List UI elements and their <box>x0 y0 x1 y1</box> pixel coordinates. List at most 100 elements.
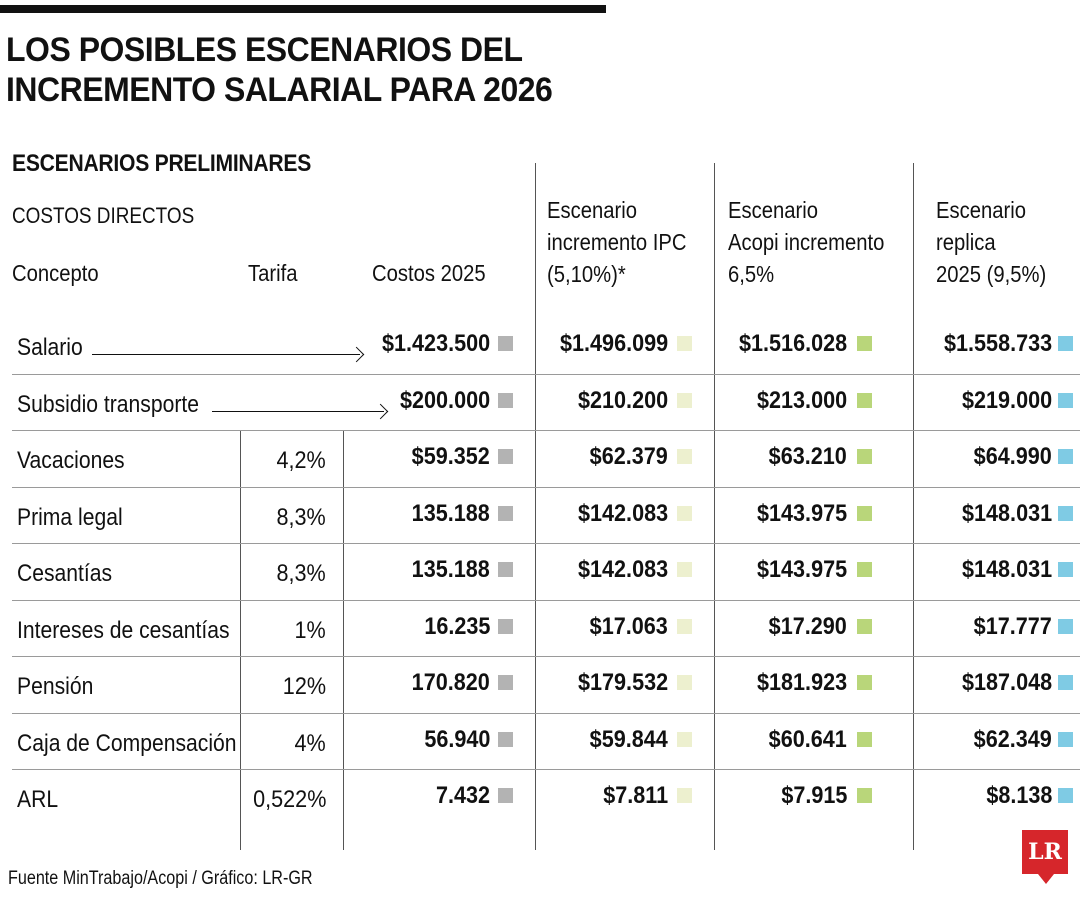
row-value-ipc: $17.063 <box>589 612 668 640</box>
row-concepto: Vacaciones <box>17 447 125 475</box>
row-concepto: Intereses de cesantías <box>17 616 230 644</box>
legend-square-costos <box>498 505 513 521</box>
legend-square-costos <box>498 618 513 634</box>
row-value-replica: $17.777 <box>973 612 1052 640</box>
column-divider <box>240 430 241 850</box>
header-acopi-line-2: Acopi incremento <box>728 229 885 255</box>
row-value-ipc: $62.379 <box>589 443 668 471</box>
legend-square-replica <box>1058 675 1073 691</box>
header-acopi: Escenario Acopi incremento 6,5% <box>728 194 884 290</box>
legend-square-acopi <box>857 562 872 578</box>
row-value-replica: $187.048 <box>961 669 1052 697</box>
legend-square-replica <box>1058 505 1073 521</box>
legend-square-replica <box>1058 336 1073 352</box>
pointer-arrowhead <box>372 403 389 420</box>
header-tarifa: Tarifa <box>248 260 298 286</box>
row-value-replica: $64.990 <box>973 443 1052 471</box>
header-ipc-line-2: incremento IPC <box>547 229 687 255</box>
row-separator <box>12 656 1080 657</box>
title-line-1: LOS POSIBLES ESCENARIOS DEL <box>6 31 523 69</box>
legend-square-costos <box>498 449 513 465</box>
row-value-acopi: $7.915 <box>780 782 847 810</box>
row-value-acopi: $213.000 <box>756 386 847 414</box>
row-value-ipc: $179.532 <box>577 669 668 697</box>
legend-square-costos <box>498 731 513 747</box>
row-concepto: Prima legal <box>17 503 123 531</box>
legend-square-costos <box>498 675 513 691</box>
row-concepto: Pensión <box>17 673 94 701</box>
row-tarifa: 12% <box>282 673 326 701</box>
row-value-costos: 16.235 <box>423 612 490 640</box>
top-rule <box>0 5 606 13</box>
row-concepto: Cesantías <box>17 560 113 588</box>
pointer-arrow <box>92 354 360 356</box>
header-ipc-line-3: (5,10%)* <box>547 261 626 287</box>
row-separator <box>12 769 1080 770</box>
row-tarifa: 1% <box>294 616 326 644</box>
legend-square-acopi <box>857 505 872 521</box>
legend-square-costos <box>498 392 513 408</box>
row-value-costos: 56.940 <box>423 725 490 753</box>
row-value-acopi: $143.975 <box>756 556 847 584</box>
legend-square-replica <box>1058 392 1073 408</box>
header-replica: Escenario replica 2025 (9,5%) <box>936 194 1046 290</box>
legend-square-ipc <box>677 788 692 804</box>
legend-square-costos <box>498 562 513 578</box>
row-value-replica: $219.000 <box>961 386 1052 414</box>
row-value-costos: $59.352 <box>411 443 490 471</box>
row-value-acopi: $60.641 <box>768 725 847 753</box>
legend-square-costos <box>498 788 513 804</box>
column-divider <box>343 430 344 850</box>
header-concepto: Concepto <box>12 260 99 286</box>
legend-square-replica <box>1058 618 1073 634</box>
legend-square-ipc <box>677 505 692 521</box>
row-value-acopi: $143.975 <box>756 499 847 527</box>
header-acopi-line-1: Escenario <box>728 197 819 223</box>
row-tarifa: 8,3% <box>276 503 326 531</box>
legend-square-acopi <box>857 336 872 352</box>
row-value-acopi: $1.516.028 <box>738 330 847 358</box>
lr-logo: LR <box>1022 830 1068 874</box>
legend-square-replica <box>1058 562 1073 578</box>
legend-square-ipc <box>677 449 692 465</box>
row-value-costos: $1.423.500 <box>381 330 490 358</box>
legend-square-acopi <box>857 731 872 747</box>
row-value-costos: 170.820 <box>411 669 490 697</box>
row-concepto: ARL <box>17 786 59 814</box>
row-value-ipc: $1.496.099 <box>559 330 668 358</box>
legend-square-ipc <box>677 336 692 352</box>
lr-logo-tail <box>1038 874 1054 884</box>
row-value-replica: $62.349 <box>973 725 1052 753</box>
source-note: Fuente MinTrabajo/Acopi / Gráfico: LR-GR <box>8 868 313 889</box>
row-value-costos: $200.000 <box>399 386 490 414</box>
legend-square-ipc <box>677 675 692 691</box>
header-ipc: Escenario incremento IPC (5,10%)* <box>547 194 686 290</box>
legend-square-replica <box>1058 449 1073 465</box>
row-value-costos: 135.188 <box>411 556 490 584</box>
legend-square-acopi <box>857 449 872 465</box>
row-value-acopi: $17.290 <box>768 612 847 640</box>
row-tarifa: 0,522% <box>252 786 326 814</box>
row-concepto: Salario <box>17 334 83 362</box>
row-value-ipc: $59.844 <box>589 725 668 753</box>
row-value-replica: $8.138 <box>985 782 1052 810</box>
header-replica-line-2: replica <box>936 229 996 255</box>
title-line-2: INCREMENTO SALARIAL PARA 2026 <box>6 71 553 109</box>
row-value-ipc: $142.083 <box>577 499 668 527</box>
section-label: COSTOS DIRECTOS <box>12 203 195 228</box>
pointer-arrow <box>212 410 384 412</box>
legend-square-acopi <box>857 788 872 804</box>
header-costos: Costos 2025 <box>372 260 486 286</box>
header-replica-line-3: 2025 (9,5%) <box>936 261 1047 287</box>
row-value-ipc: $142.083 <box>577 556 668 584</box>
row-value-replica: $148.031 <box>961 556 1052 584</box>
legend-square-acopi <box>857 618 872 634</box>
row-value-replica: $148.031 <box>961 499 1052 527</box>
column-divider <box>913 163 914 850</box>
row-value-ipc: $7.811 <box>603 782 668 810</box>
column-divider <box>535 163 536 850</box>
row-value-acopi: $63.210 <box>768 443 847 471</box>
row-value-replica: $1.558.733 <box>943 330 1052 358</box>
legend-square-ipc <box>677 562 692 578</box>
legend-square-replica <box>1058 788 1073 804</box>
